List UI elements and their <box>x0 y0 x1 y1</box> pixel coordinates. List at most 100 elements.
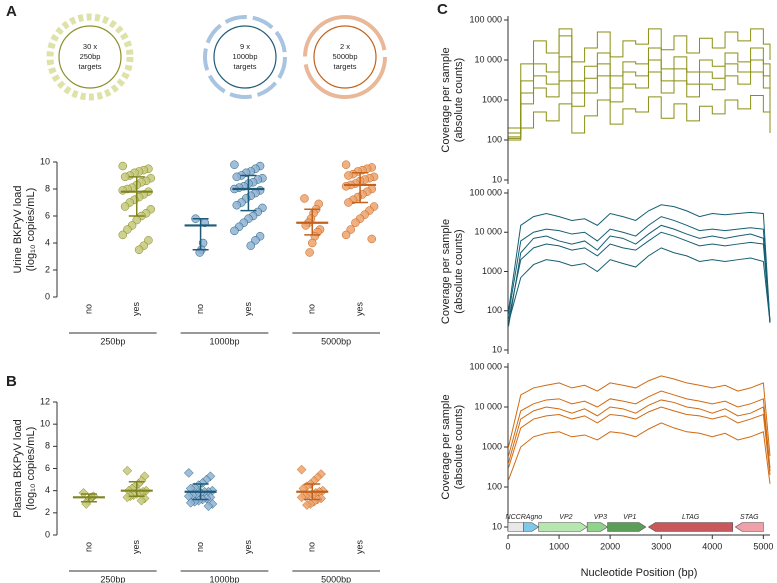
category-label: yes <box>131 302 141 317</box>
coverage-line <box>508 94 771 141</box>
diagram-circle <box>213 25 277 89</box>
y-tick-label: 10 <box>40 156 50 166</box>
diagram-label: 2 x <box>340 42 350 51</box>
category-label: yes <box>354 302 364 317</box>
panel-label: C <box>437 1 448 18</box>
diagram-label: targets <box>234 62 257 71</box>
coverage-line <box>508 422 771 484</box>
data-point <box>230 160 239 169</box>
diagram-circle <box>58 25 122 89</box>
coverage-line <box>508 406 771 476</box>
x-tick-label: 4000 <box>702 541 722 551</box>
coverage-line <box>508 231 771 323</box>
gene-label: VP3 <box>594 514 607 521</box>
data-point <box>134 245 144 254</box>
diagram-arrows <box>46 13 134 101</box>
y-tick-label: 12 <box>40 396 50 406</box>
y-axis-label: Plasma BKPyV load <box>12 419 24 517</box>
target-diagrams <box>46 13 387 101</box>
x-tick-label: 1000 <box>549 541 569 551</box>
data-point <box>120 172 130 182</box>
diagram-label: targets <box>79 62 102 71</box>
y-axis-label: (log₁₀ copies/mL) <box>25 427 37 510</box>
y-tick-label: 1000 <box>482 441 502 451</box>
y-tick-label: 4 <box>45 485 50 495</box>
data-point <box>118 161 127 171</box>
diagram-label: 1000bp <box>232 52 257 61</box>
coverage-line <box>508 224 771 327</box>
y-axis-label: Coverage per sample <box>440 394 452 499</box>
category-label: no <box>307 542 317 552</box>
data-point <box>341 160 351 169</box>
panel-label: B <box>6 373 17 390</box>
data-point <box>346 225 355 234</box>
y-axis-label: Urine BKPyV load <box>12 185 24 273</box>
category-label: yes <box>354 540 364 555</box>
coverage-line <box>508 47 771 134</box>
gene-feature <box>734 522 764 532</box>
y-tick-label: 1000 <box>482 266 502 276</box>
coverage-line <box>508 204 771 323</box>
y-tick-label: 10 000 <box>474 54 502 64</box>
y-tick-label: 8 <box>45 441 50 451</box>
data-point <box>136 495 147 506</box>
diagram-arrows <box>203 15 287 99</box>
gene-label: VP1 <box>623 514 636 521</box>
y-tick-label: 10 <box>492 174 502 184</box>
group-label: 250bp <box>100 336 125 346</box>
gene-feature <box>507 522 524 532</box>
coverage-line <box>508 216 771 323</box>
x-tick-label: 3000 <box>651 541 671 551</box>
data-point <box>351 218 360 227</box>
group-label: 250bp <box>100 574 125 583</box>
y-tick-label: 6 <box>45 463 50 473</box>
diagram-label: 30 x <box>83 42 97 51</box>
y-tick-label: 10 <box>492 344 502 354</box>
category-label: no <box>83 304 93 314</box>
category-label: no <box>83 542 93 552</box>
data-point <box>230 226 239 236</box>
data-point <box>144 236 153 245</box>
y-tick-label: 10 000 <box>474 227 502 237</box>
gene-feature <box>538 522 588 532</box>
y-tick-label: 10 <box>40 419 50 429</box>
category-label: no <box>195 542 205 552</box>
y-tick-label: 1000 <box>482 94 502 104</box>
category-label: yes <box>243 302 253 317</box>
y-tick-label: 10 <box>492 521 502 531</box>
diagram-arrows <box>303 15 387 99</box>
data-point <box>123 225 132 234</box>
gene-label: STAG <box>740 514 759 521</box>
data-point <box>308 238 317 248</box>
data-point <box>118 230 127 240</box>
gene-label: LTAG <box>682 514 700 521</box>
y-tick-label: 100 000 <box>469 361 502 371</box>
y-axis-label: (log₁₀ copies/mL) <box>25 188 37 271</box>
x-tick-label: 2000 <box>600 541 620 551</box>
data-point <box>122 465 133 476</box>
y-axis-label: (absolute counts) <box>453 405 465 489</box>
gene-label: Agno <box>525 514 542 521</box>
gene-feature <box>607 522 647 532</box>
data-point <box>251 236 260 245</box>
data-point <box>232 172 241 182</box>
y-tick-label: 100 <box>487 134 502 144</box>
diagram-label: 250bp <box>80 52 101 61</box>
coverage-line <box>508 247 771 323</box>
category-label: yes <box>243 540 253 555</box>
group-label: 5000bp <box>321 336 351 346</box>
y-tick-label: 2 <box>45 264 50 274</box>
gene-label: NCCR <box>506 514 526 521</box>
panel-label: A <box>6 3 17 20</box>
y-tick-label: 6 <box>45 210 50 220</box>
coverage-line <box>508 399 771 472</box>
y-tick-label: 100 000 <box>469 14 502 24</box>
data-point <box>118 186 127 195</box>
y-axis-label: Coverage per sample <box>440 47 452 152</box>
y-tick-label: 0 <box>45 291 50 301</box>
data-point <box>302 500 312 510</box>
y-tick-label: 2 <box>45 507 50 517</box>
x-axis-label: Nucleotide Position (bp) <box>581 567 698 579</box>
data-point <box>183 468 194 478</box>
